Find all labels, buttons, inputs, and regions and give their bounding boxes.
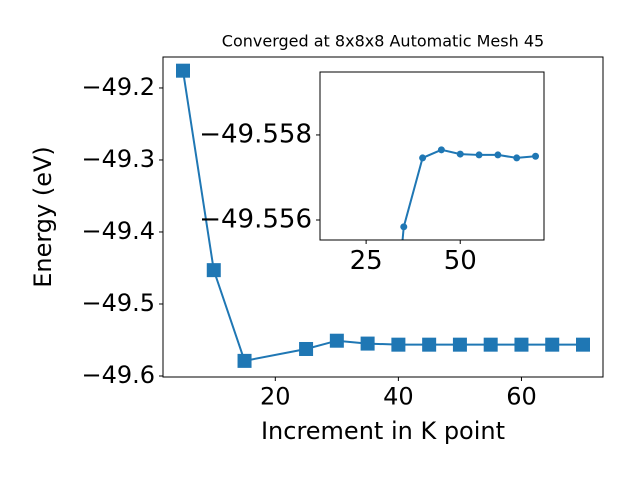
marker xyxy=(400,223,408,231)
x-tick-label: 25 xyxy=(350,246,383,276)
marker xyxy=(419,154,427,162)
marker xyxy=(483,337,498,352)
y-tick-label: −49.558 xyxy=(199,119,312,149)
marker xyxy=(452,337,467,352)
marker xyxy=(391,337,406,352)
axes-frame xyxy=(162,56,604,378)
x-tick-label: 40 xyxy=(383,382,414,410)
chart-title: Converged at 8x8x8 Automatic Mesh 45 xyxy=(222,32,544,51)
plot-area xyxy=(400,146,540,240)
x-tick-label: 60 xyxy=(506,382,537,410)
marker xyxy=(360,336,375,351)
y-tick-label: −49.5 xyxy=(81,289,155,317)
marker xyxy=(576,337,590,352)
y-axis-label: Energy (eV) xyxy=(29,146,57,288)
marker xyxy=(456,150,464,158)
marker xyxy=(329,333,344,348)
marker xyxy=(532,152,540,160)
x-tick-label: 50 xyxy=(444,246,477,276)
y-tick-label: −49.6 xyxy=(81,361,155,389)
x-tick-label: 20 xyxy=(260,382,291,410)
x-axis-label: Increment in K point xyxy=(261,417,505,445)
marker xyxy=(176,63,190,78)
y-tick-label: −49.556 xyxy=(199,205,312,235)
axes-frame xyxy=(319,71,545,241)
marker xyxy=(237,353,252,368)
marker xyxy=(513,154,521,162)
marker xyxy=(422,337,437,352)
marker xyxy=(437,146,445,154)
marker xyxy=(494,151,502,159)
marker xyxy=(299,341,314,356)
marker xyxy=(475,151,483,159)
y-tick-label: −49.2 xyxy=(81,73,155,101)
marker xyxy=(545,337,560,352)
marker xyxy=(514,337,529,352)
y-tick-label: −49.3 xyxy=(81,145,155,173)
y-tick-label: −49.4 xyxy=(81,217,155,245)
marker xyxy=(206,263,221,278)
plot-area xyxy=(176,63,590,368)
